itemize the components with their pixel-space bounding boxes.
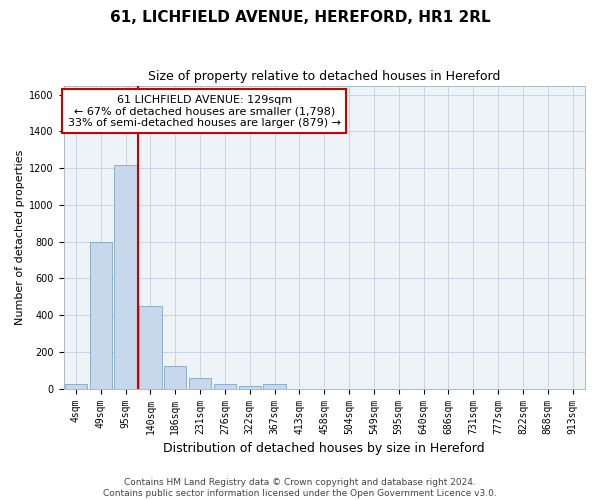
- Bar: [263, 384, 286, 388]
- Text: 61, LICHFIELD AVENUE, HEREFORD, HR1 2RL: 61, LICHFIELD AVENUE, HEREFORD, HR1 2RL: [110, 10, 490, 25]
- Text: Contains HM Land Registry data © Crown copyright and database right 2024.
Contai: Contains HM Land Registry data © Crown c…: [103, 478, 497, 498]
- Text: 61 LICHFIELD AVENUE: 129sqm
← 67% of detached houses are smaller (1,798)
33% of : 61 LICHFIELD AVENUE: 129sqm ← 67% of det…: [68, 94, 341, 128]
- Bar: [189, 378, 211, 388]
- Y-axis label: Number of detached properties: Number of detached properties: [15, 150, 25, 325]
- Bar: [65, 384, 87, 388]
- Bar: [115, 164, 137, 388]
- Bar: [214, 384, 236, 388]
- Bar: [139, 306, 161, 388]
- X-axis label: Distribution of detached houses by size in Hereford: Distribution of detached houses by size …: [163, 442, 485, 455]
- Bar: [89, 242, 112, 388]
- Bar: [164, 366, 187, 388]
- Bar: [239, 386, 261, 388]
- Title: Size of property relative to detached houses in Hereford: Size of property relative to detached ho…: [148, 70, 500, 83]
